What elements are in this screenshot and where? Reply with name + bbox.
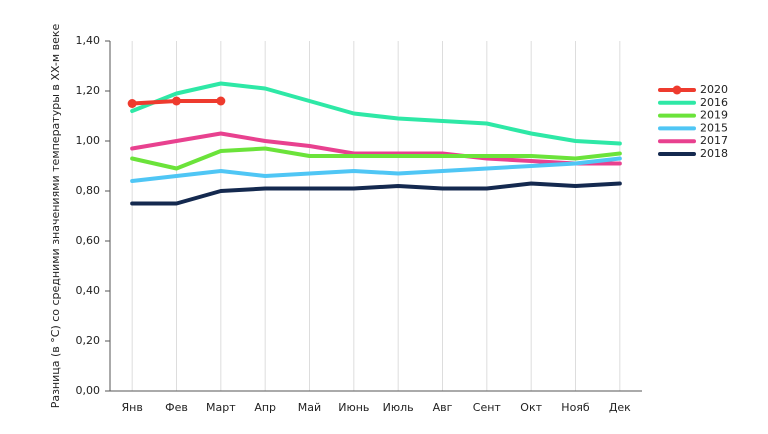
y-tick-label: 1,20 (76, 84, 101, 97)
x-tick-label: Сент (473, 401, 502, 414)
y-tick-label: 0,40 (76, 284, 101, 297)
x-tick-label: Фев (165, 401, 188, 414)
x-tick-label: Нояб (561, 401, 590, 414)
series-line (130, 81, 622, 146)
series-line (130, 131, 622, 166)
series-line (130, 181, 622, 206)
x-tick-label: Март (206, 401, 236, 414)
y-axis-label: Разница (в °С) со средними значениями те… (49, 23, 62, 408)
legend-label: 2018 (700, 147, 728, 160)
y-tick-label: 0,20 (76, 334, 101, 347)
legend-label: 2017 (700, 134, 728, 147)
point-marker (127, 99, 137, 108)
x-tick-label: Июль (383, 401, 414, 414)
x-tick-label: Май (298, 401, 321, 414)
legend-label: 2016 (700, 96, 728, 109)
legend-label: 2020 (700, 83, 728, 96)
y-tick-label: 0,60 (76, 234, 101, 247)
legend-label: 2019 (700, 109, 728, 122)
x-tick-label: Апр (254, 401, 276, 414)
series-line (130, 156, 622, 183)
y-tick-label: 1,40 (76, 34, 101, 47)
legend-label: 2015 (700, 121, 728, 134)
y-tick-label: 0,80 (76, 184, 101, 197)
x-tick-label: Окт (520, 401, 542, 414)
x-tick-label: Янв (122, 401, 143, 414)
point-marker (216, 96, 226, 106)
point-marker (172, 96, 181, 106)
y-tick-label: 1,00 (76, 134, 101, 147)
y-tick-label: 0,00 (76, 384, 101, 397)
x-tick-label: Дек (609, 401, 631, 414)
series-line (130, 146, 622, 171)
x-tick-label: Июнь (338, 401, 369, 414)
x-tick-label: Авг (433, 401, 453, 414)
legend-marker (672, 85, 682, 95)
